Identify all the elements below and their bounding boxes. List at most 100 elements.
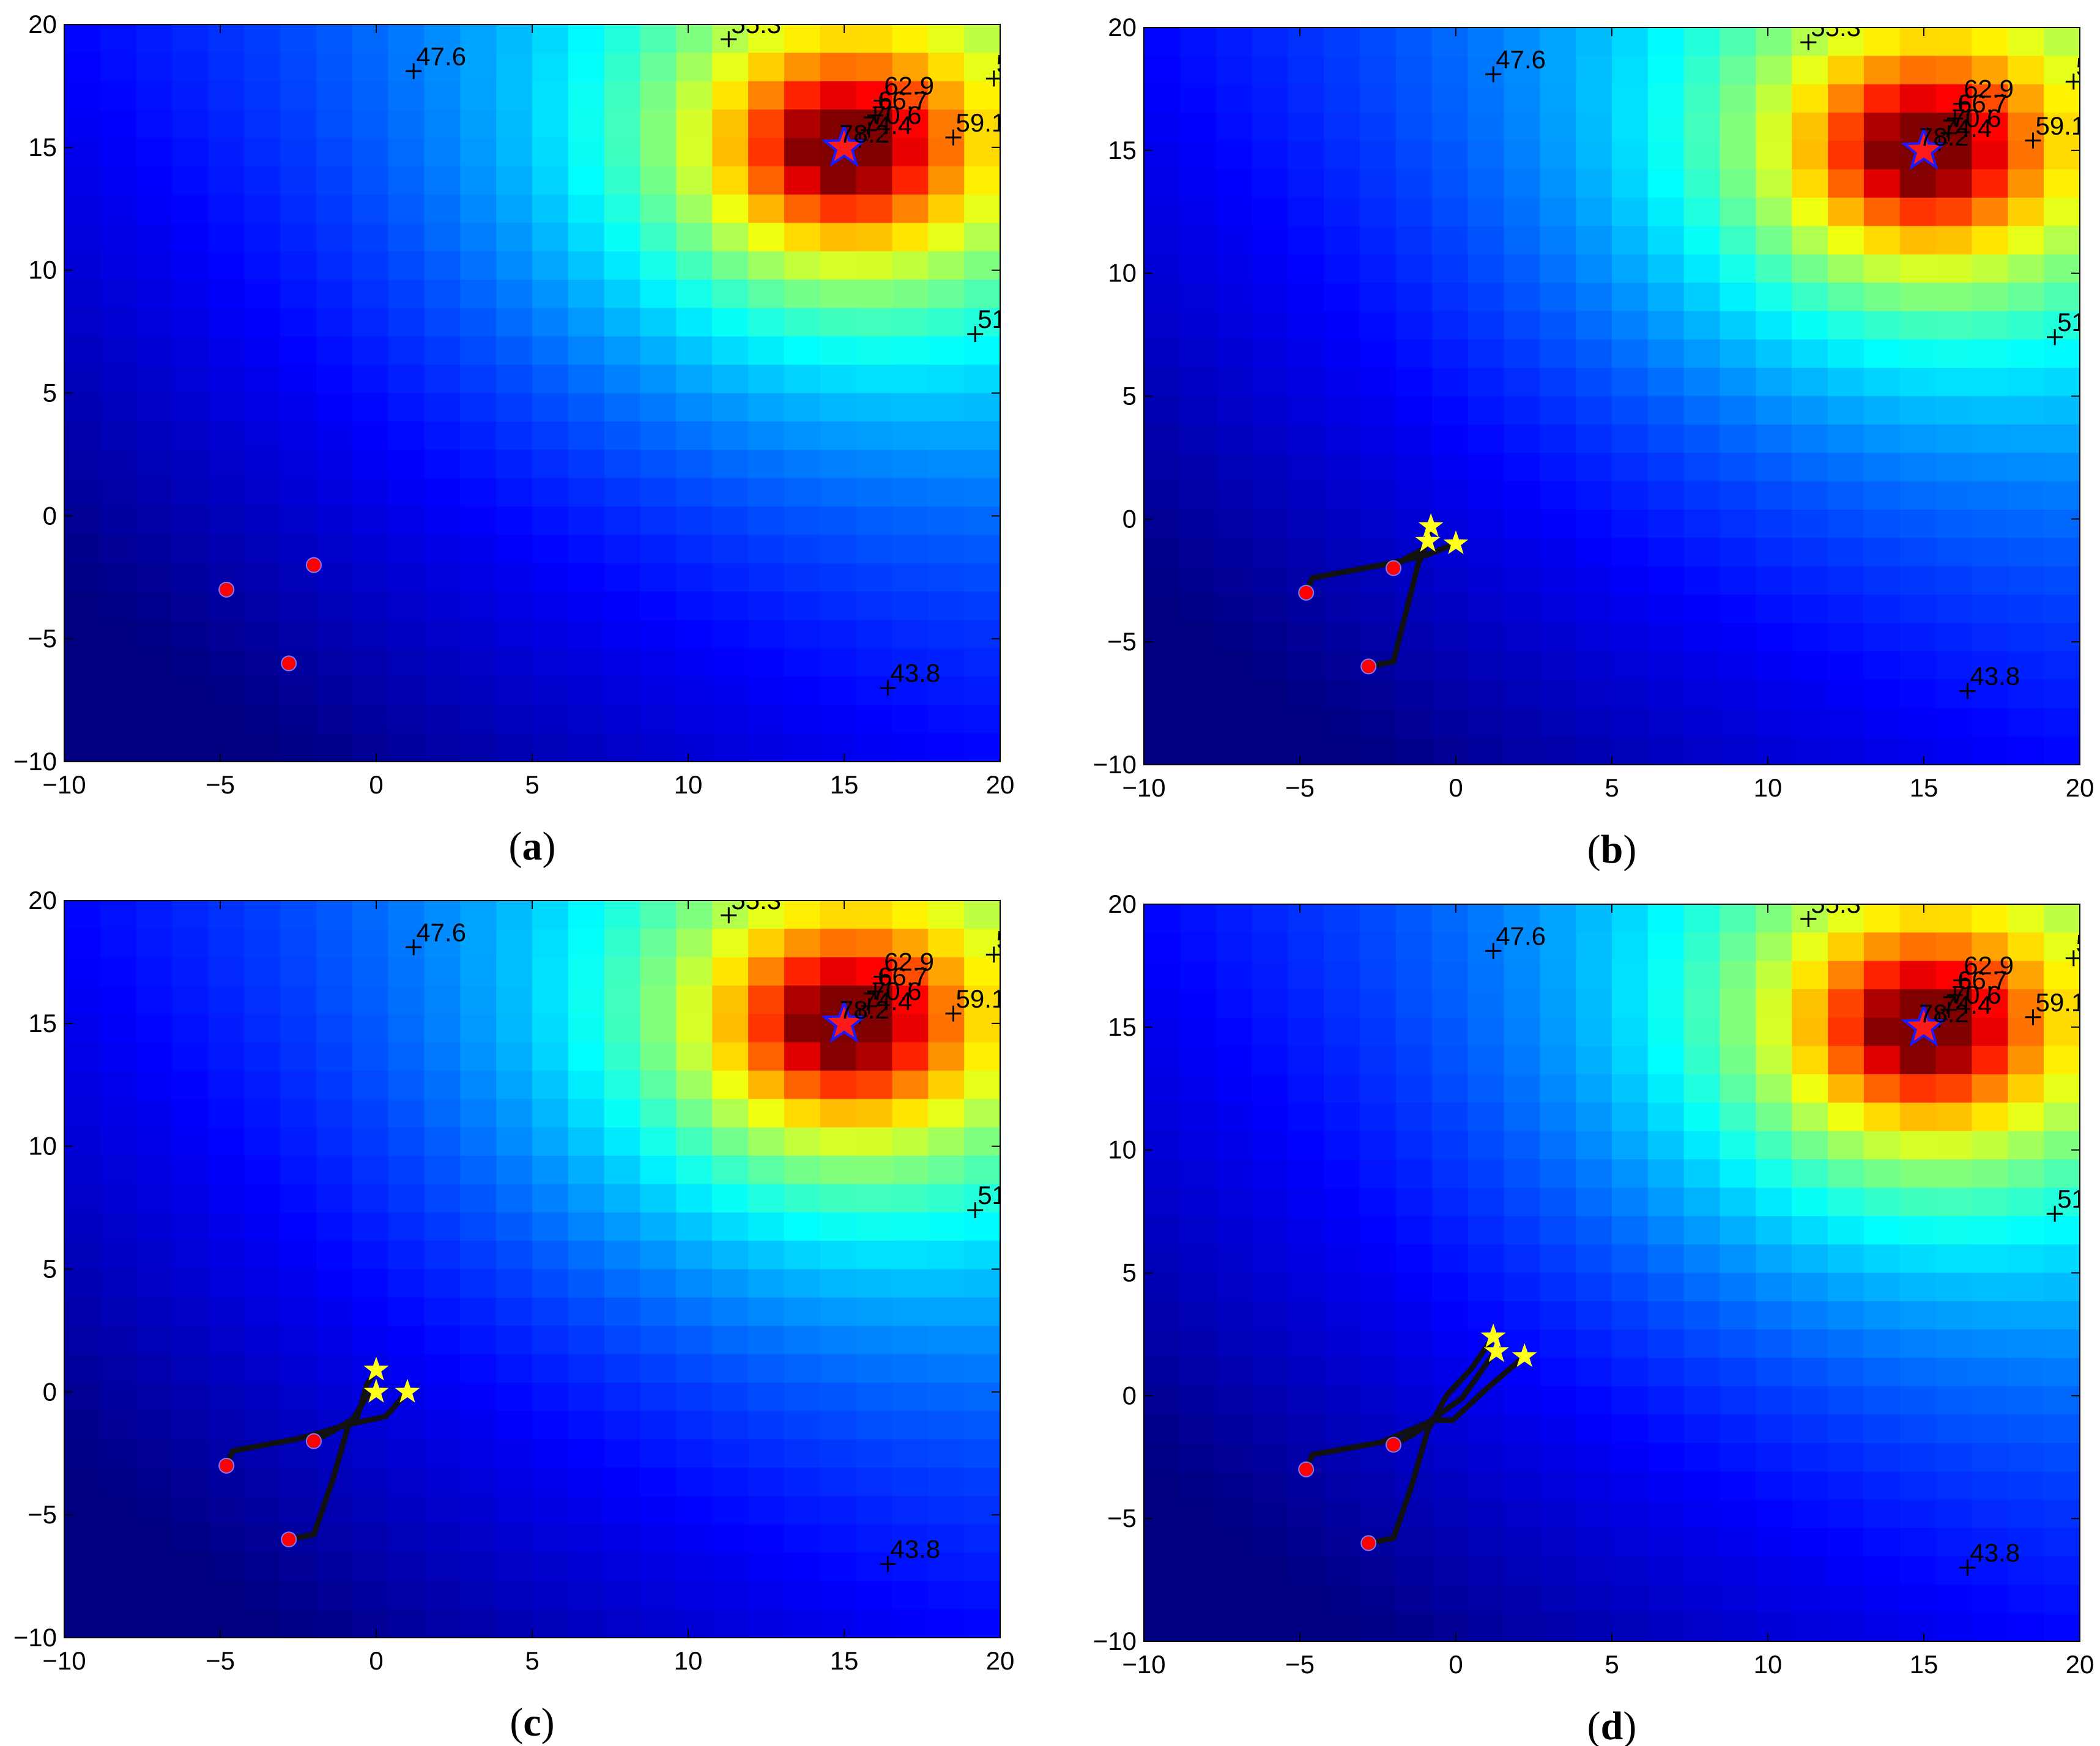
heat-cell: [568, 1212, 605, 1241]
heat-cell: [64, 1297, 101, 1326]
heat-cell: [640, 53, 677, 82]
agent-trajectory: [1303, 541, 1459, 596]
heat-cell: [1179, 1584, 1217, 1614]
heat-cell: [424, 1156, 461, 1185]
measurement-label: 43.8: [890, 659, 940, 688]
heat-cell: [1252, 1131, 1289, 1160]
agent-start-marker: [1298, 1461, 1315, 1477]
heat-cell: [964, 535, 1000, 564]
heat-cell: [1324, 1358, 1360, 1387]
heat-cell: [1647, 538, 1685, 567]
heat-cell: [388, 901, 425, 930]
heat-cell: [1935, 594, 1973, 623]
heat-cell: [1576, 1613, 1612, 1641]
heat-cell: [460, 563, 497, 592]
heat-cell: [136, 251, 173, 280]
measurement-label: 62.9: [884, 948, 934, 976]
heat-cell: [1144, 651, 1181, 680]
heat-cell: [2044, 509, 2080, 538]
heat-cell: [1972, 509, 2009, 538]
measurement-label: 62.9: [1964, 951, 2014, 980]
heat-cell: [784, 506, 821, 535]
measurement-label: 59.1: [956, 108, 1006, 137]
heat-cell: [640, 1581, 677, 1610]
heat-cell: [712, 1609, 749, 1638]
heat-cell: [820, 705, 857, 734]
heat-cell: [208, 957, 245, 986]
heat-cell: [1252, 453, 1289, 482]
heat-cell: [1144, 339, 1181, 368]
heat-cell: [748, 223, 785, 252]
heat-cell: [424, 166, 461, 195]
agent-current-marker: [1483, 1338, 1509, 1362]
heat-cell: [964, 450, 1000, 479]
heat-cell: [316, 421, 353, 450]
heat-cell: [64, 1609, 101, 1638]
heat-cell: [1540, 1216, 1576, 1245]
heat-cell: [208, 1609, 245, 1638]
heat-cell: [1756, 254, 1792, 283]
heat-cell: [748, 1241, 785, 1270]
heat-cell: [1324, 254, 1360, 283]
heat-cell: [568, 110, 605, 139]
heat-cell: [2044, 1556, 2080, 1586]
heat-cell: [1179, 141, 1217, 170]
heat-cell: [748, 24, 785, 54]
heat-cell: [1647, 1131, 1685, 1160]
heat-cell: [532, 1212, 569, 1241]
heat-cell: [1720, 1499, 1757, 1529]
heat-cell: [1144, 932, 1181, 962]
heat-cell: [496, 1156, 533, 1185]
heat-cell: [1360, 396, 1397, 425]
heat-cell: [1504, 651, 1541, 680]
heat-cell: [1935, 932, 1973, 962]
heat-cell: [2008, 198, 2044, 227]
heat-cell: [1395, 1017, 1433, 1047]
heat-cell: [532, 478, 569, 507]
heat-cell: [352, 620, 389, 649]
heat-cell: [1504, 1499, 1541, 1529]
heat-cell: [928, 705, 965, 734]
heat-cell: [1683, 1613, 1721, 1641]
heat-cell: [1576, 509, 1612, 538]
heat-cell: [748, 421, 785, 450]
heat-cell: [1612, 198, 1649, 227]
heat-cell: [1540, 651, 1576, 680]
x-tick-label: −5: [1285, 1650, 1315, 1679]
heat-cell: [856, 336, 893, 365]
y-tick-label: 5: [43, 379, 57, 407]
heat-cell: [424, 1609, 461, 1638]
heat-cell: [496, 986, 533, 1015]
heat-cell: [424, 1184, 461, 1213]
heat-cell: [676, 1269, 713, 1298]
heat-cell: [1792, 1584, 1828, 1614]
heat-cell: [1252, 169, 1289, 198]
heat-cell: [1252, 1046, 1289, 1075]
heat-cell: [892, 1071, 929, 1100]
heat-cell: [136, 81, 173, 110]
heat-cell: [820, 1326, 857, 1355]
heat-cell: [676, 705, 713, 734]
heat-cell: [1756, 283, 1792, 312]
heat-cell: [1144, 680, 1181, 709]
heat-cell: [748, 1099, 785, 1128]
heat-cell: [316, 478, 353, 507]
heat-cell: [604, 1439, 641, 1468]
heat-cell: [100, 1609, 137, 1638]
heat-cell: [1899, 1499, 1937, 1529]
heat-cell: [1431, 1584, 1469, 1614]
heat-cell: [784, 308, 821, 337]
heat-cell: [316, 1354, 353, 1383]
heat-cell: [1683, 932, 1721, 962]
heat-cell: [280, 166, 317, 195]
measurement-marker: [1940, 1001, 1957, 1018]
heat-cell: [1899, 708, 1937, 737]
heat-cell: [1612, 1272, 1649, 1302]
heat-cell: [1360, 56, 1397, 85]
heat-cell: [1467, 680, 1505, 709]
heat-cell: [820, 421, 857, 450]
heat-cell: [136, 336, 173, 365]
y-tick-label: 5: [43, 1255, 57, 1283]
heat-cell: [64, 450, 101, 479]
heat-cell: [1792, 566, 1828, 595]
